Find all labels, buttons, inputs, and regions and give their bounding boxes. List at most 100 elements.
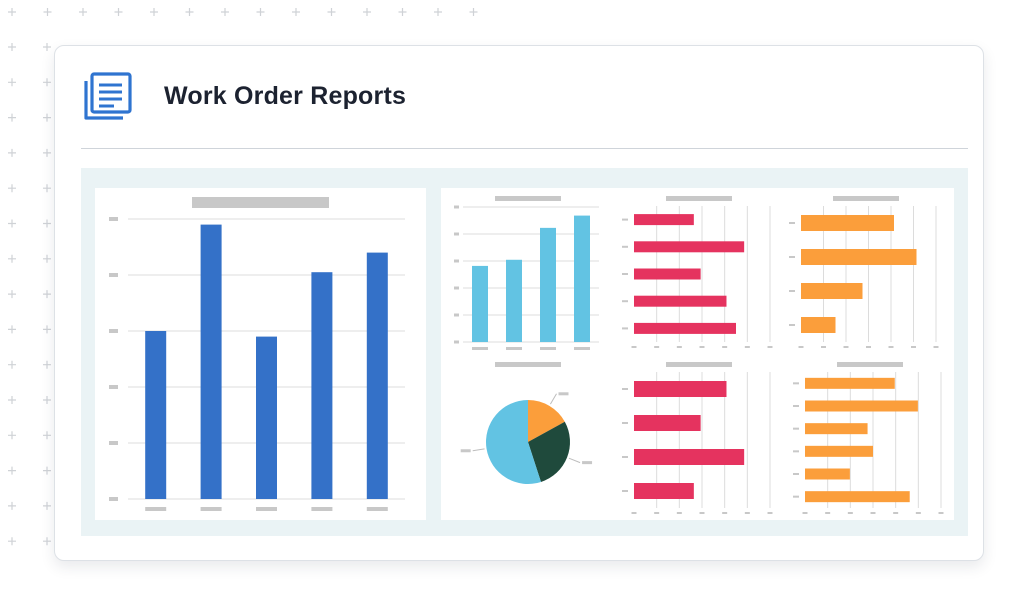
plus-mark [292, 8, 300, 16]
bar [574, 215, 590, 342]
y-tick-placeholder [793, 495, 799, 498]
pie-chart [460, 362, 593, 484]
bar [801, 317, 836, 333]
y-tick-placeholder [622, 490, 628, 492]
pie-label-placeholder [582, 461, 593, 465]
pie-slice [528, 421, 570, 482]
x-tick-placeholder [676, 512, 682, 514]
x-tick-placeholder [744, 512, 750, 514]
y-tick-placeholder [454, 313, 459, 317]
pie-leader-line [568, 457, 581, 464]
chart-grid-panel [441, 188, 954, 520]
bar [805, 491, 910, 503]
bar [634, 483, 694, 499]
y-tick-placeholder [109, 217, 118, 221]
plus-mark [8, 254, 16, 263]
pie-label-placeholder [558, 392, 569, 396]
plus-mark [79, 8, 87, 16]
plus-mark [43, 113, 51, 122]
plus-mark [43, 78, 51, 87]
x-tick-placeholder [933, 346, 939, 348]
horizontal-bar-chart-orange-top [789, 196, 939, 348]
x-tick-placeholder [311, 507, 333, 511]
pie-leader-line [549, 393, 557, 405]
x-tick-placeholder [911, 346, 916, 348]
bar [200, 224, 222, 499]
plus-mark [8, 431, 16, 440]
plus-mark [114, 8, 123, 16]
plus-mark [43, 219, 51, 228]
bar [634, 295, 727, 307]
plus-mark [43, 537, 51, 546]
plus-mark [185, 8, 194, 16]
bar [472, 265, 488, 342]
plus-mark [43, 396, 51, 404]
title-placeholder [837, 362, 903, 367]
y-tick-placeholder [793, 450, 799, 453]
y-tick-placeholder [109, 329, 118, 333]
x-tick-placeholder [938, 512, 944, 514]
plus-mark [8, 466, 16, 475]
x-tick-placeholder [631, 346, 637, 348]
y-tick-placeholder [789, 256, 795, 258]
y-tick-placeholder [622, 456, 628, 458]
bar [634, 241, 745, 253]
pie-leader-line [472, 448, 485, 452]
main-chart-panel [95, 188, 426, 520]
plus-mark [8, 43, 16, 51]
y-tick-placeholder [109, 441, 118, 445]
vertical-bar-chart-small [454, 196, 599, 350]
x-tick-placeholder [802, 512, 808, 514]
plus-mark [43, 254, 51, 263]
title-placeholder [495, 362, 561, 367]
bar [634, 214, 694, 226]
title-placeholder [192, 197, 329, 208]
plus-mark [43, 325, 51, 334]
x-tick-placeholder [631, 512, 637, 514]
x-tick-placeholder [888, 346, 894, 348]
x-tick-placeholder [654, 512, 660, 514]
plus-mark [150, 8, 158, 16]
x-tick-placeholder [821, 346, 826, 348]
x-tick-placeholder [472, 347, 488, 350]
y-tick-placeholder [789, 324, 795, 326]
x-tick-placeholder [506, 347, 522, 350]
horizontal-bar-chart-orange-bottom [793, 362, 944, 514]
x-tick-placeholder [866, 346, 871, 348]
x-tick-placeholder [767, 512, 773, 514]
bar [506, 259, 522, 342]
y-tick-placeholder [454, 232, 459, 236]
y-tick-placeholder [789, 290, 795, 292]
x-tick-placeholder [722, 512, 728, 514]
y-tick-placeholder [622, 273, 628, 275]
pie-slice [528, 400, 565, 442]
y-tick-placeholder [622, 218, 628, 221]
x-tick-placeholder [893, 512, 899, 514]
plus-mark [8, 148, 16, 157]
title-placeholder [666, 196, 732, 201]
horizontal-bar-chart-red-bottom [622, 362, 773, 514]
bar [634, 322, 736, 334]
y-tick-placeholder [109, 497, 118, 501]
bar [145, 331, 167, 499]
plus-mark [8, 537, 16, 546]
y-tick-placeholder [793, 473, 799, 475]
plus-mark [43, 8, 52, 16]
bar [805, 377, 895, 389]
bar [366, 252, 388, 499]
y-tick-placeholder [793, 405, 799, 407]
plus-mark [43, 431, 51, 440]
y-tick-placeholder [454, 340, 459, 344]
x-tick-placeholder [654, 346, 660, 348]
bar [634, 415, 701, 431]
x-tick-placeholder [699, 512, 705, 514]
x-tick-placeholder [798, 346, 804, 348]
y-tick-placeholder [622, 300, 628, 303]
bar [801, 283, 863, 299]
plus-mark [256, 8, 265, 16]
plus-mark [8, 290, 16, 299]
title-placeholder [666, 362, 732, 367]
bar [801, 215, 894, 231]
plus-mark [8, 501, 16, 510]
